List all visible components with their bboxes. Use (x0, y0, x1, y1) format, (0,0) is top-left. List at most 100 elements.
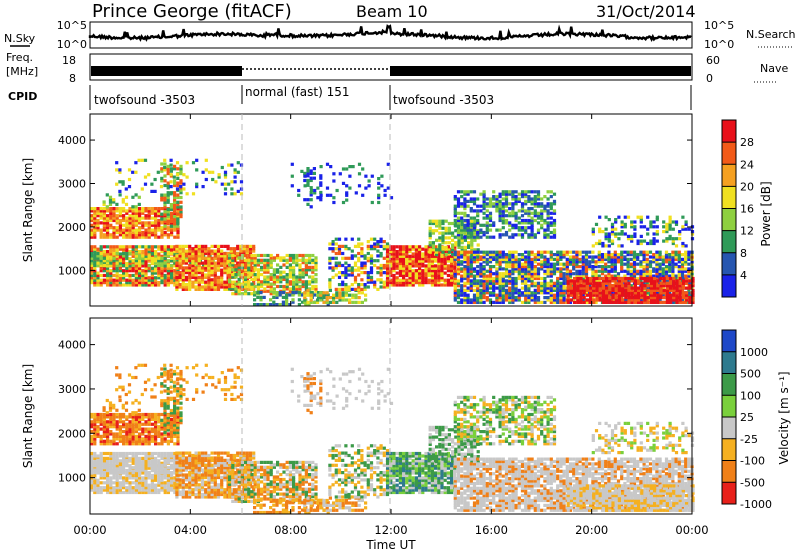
power-cell (568, 260, 573, 264)
power-cell (479, 298, 483, 302)
power-cell (584, 262, 589, 266)
power-cell (109, 276, 113, 280)
power-cell (178, 244, 182, 248)
power-cell (122, 207, 126, 211)
power-cell (260, 258, 264, 262)
power-cell (373, 285, 377, 289)
power-cell (463, 284, 467, 288)
power-cell (633, 225, 637, 229)
power-cell (488, 293, 493, 297)
power-cell (492, 286, 496, 290)
power-cell (197, 280, 201, 284)
power-cell (514, 214, 518, 218)
power-cell (118, 278, 122, 282)
power-cell (527, 233, 531, 237)
power-cell (411, 283, 415, 287)
power-cell (179, 205, 183, 209)
power-cell (128, 278, 132, 282)
power-cell (501, 284, 505, 288)
power-cell (591, 269, 595, 273)
power-cell (166, 193, 170, 197)
power-cell (476, 255, 480, 259)
power-cell (456, 281, 461, 285)
power-cell (469, 199, 473, 203)
power-cell (488, 228, 493, 232)
power-cell (498, 211, 502, 215)
power-cell (437, 252, 441, 256)
power-cell (112, 209, 116, 213)
power-cell (292, 265, 296, 269)
power-cell (311, 261, 315, 265)
power-cell (472, 281, 477, 285)
power-cell (446, 254, 450, 258)
power-cell (511, 300, 515, 304)
power-cell (166, 226, 170, 230)
power-cell (600, 269, 605, 273)
power-cell (93, 250, 97, 254)
power-cell (379, 266, 383, 270)
power-cell (637, 286, 641, 290)
power-cell (147, 276, 151, 280)
power-cell (581, 257, 585, 261)
power-cell (601, 230, 605, 234)
power-cell (106, 278, 110, 282)
power-cell (90, 228, 94, 232)
power-cell (559, 281, 563, 285)
power-cell (559, 298, 563, 302)
power-cell (530, 197, 534, 201)
power-cell (150, 245, 154, 249)
power-cell (179, 191, 183, 195)
power-cell (357, 291, 361, 295)
power-cell (366, 271, 370, 275)
power-cell (418, 281, 422, 285)
power-cell (285, 282, 289, 286)
power-cell (488, 223, 493, 227)
noise-trace (88, 24, 692, 43)
power-cell (562, 298, 566, 302)
power-cell (527, 298, 531, 302)
power-cell (379, 271, 383, 275)
power-cell (421, 278, 425, 282)
power-cell (102, 211, 106, 215)
power-cell (173, 217, 177, 221)
power-cell (173, 210, 177, 214)
power-cell (197, 285, 201, 289)
power-cell (154, 223, 158, 227)
power-cell (597, 274, 601, 278)
power-cell (306, 178, 310, 183)
power-cell (504, 190, 509, 194)
power-cell (549, 230, 553, 235)
power-cell (533, 272, 537, 276)
power-cell (592, 298, 596, 302)
power-cell (398, 247, 402, 251)
power-cell (610, 265, 614, 269)
power-cell (514, 288, 518, 292)
power-cell (191, 283, 195, 287)
power-cell (629, 250, 633, 254)
power-cell (160, 217, 164, 221)
power-cell (470, 226, 474, 230)
power-cell (398, 257, 402, 261)
power-cell (147, 252, 151, 256)
power-cell (189, 261, 193, 265)
power-cell (109, 261, 113, 265)
power-cell (96, 276, 100, 280)
power-cell (463, 235, 467, 239)
power-cell (166, 247, 170, 251)
power-cell (434, 271, 438, 275)
power-cell (134, 170, 138, 174)
power-cell (115, 251, 119, 256)
power-cell (549, 190, 553, 194)
power-cell (93, 228, 97, 232)
power-cell (285, 298, 289, 302)
power-cell (498, 276, 502, 281)
power-cell (223, 271, 227, 275)
power-cell (141, 245, 145, 249)
power-cell (530, 276, 534, 281)
power-cell (175, 254, 179, 258)
power-cell (476, 218, 480, 223)
power-cell (112, 211, 116, 215)
power-cell (210, 283, 214, 287)
power-cell (250, 287, 254, 291)
cpid-label: CPID (8, 90, 37, 103)
